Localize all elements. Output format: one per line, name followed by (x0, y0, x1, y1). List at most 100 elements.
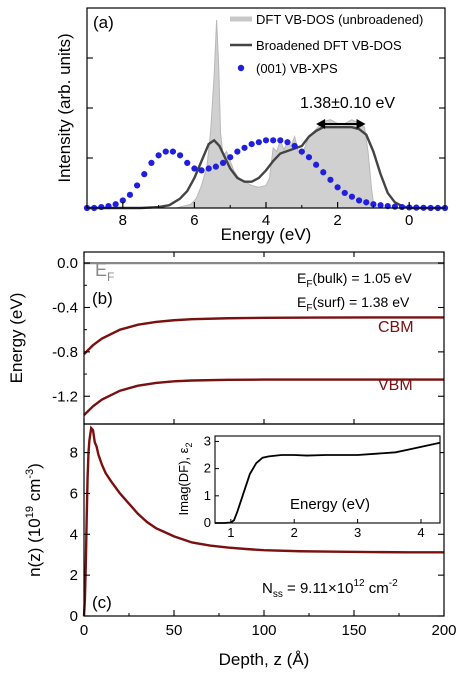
nss-eq: = 9.11×10 (283, 580, 354, 597)
ef-main: E (95, 260, 107, 280)
xps-point (155, 152, 162, 159)
xps-point (248, 140, 255, 148)
xps-point (398, 203, 406, 211)
nss-unit: cm (365, 580, 389, 597)
ylabel-c-sup2: -3 (24, 469, 36, 479)
panel-a-xlabel: Energy (eV) (221, 225, 312, 244)
series-unbroadened-area (87, 19, 445, 209)
b-ytick-label: -0.8 (52, 344, 78, 361)
inset-xtick-label: 3 (354, 525, 361, 540)
xps-point (205, 165, 212, 172)
vbm-line (83, 378, 444, 416)
inset-xlabel: Energy (eV) (290, 496, 370, 513)
panel-c-xlabel: Depth, z (Å) (219, 650, 310, 669)
xps-point (391, 203, 398, 210)
legend-label-broadened: Broadened DFT VB-DOS (256, 38, 402, 53)
ef-bulk-sub: F (306, 279, 312, 290)
xps-point (377, 202, 384, 209)
xps-point (98, 203, 105, 211)
inset-frame (214, 435, 441, 524)
panel-a-ylabel: Intensity (arb. units) (55, 33, 74, 182)
nss-sup2: -2 (389, 578, 398, 589)
inset-ylabel-sub: 2 (184, 443, 194, 448)
legend-label-unbroadened: DFT VB-DOS (unbroadened) (256, 12, 423, 27)
xps-point (119, 197, 126, 204)
gap-arrow-head-right (356, 119, 366, 129)
ef-surf-sub: F (306, 303, 312, 314)
xps-point (298, 148, 305, 155)
a-xtick-label: 4 (262, 212, 270, 229)
xps-point (313, 161, 320, 168)
xps-point (148, 159, 155, 166)
xps-point (370, 201, 377, 208)
b-ytick-label: -1.2 (52, 388, 78, 405)
xps-point (305, 154, 313, 161)
xps-point (141, 171, 148, 178)
c-xtick-label: 200 (431, 622, 456, 639)
a-xtick-label: 2 (333, 212, 341, 229)
c-xtick-label: 150 (341, 622, 366, 639)
panel-b-label: (b) (92, 289, 113, 308)
inset-ytick-label: 0 (204, 515, 211, 530)
xps-point (348, 193, 356, 200)
xps-point (198, 167, 205, 174)
xps-point (270, 137, 277, 144)
ef-surf-e: E (297, 294, 306, 310)
c-xtick-label: 50 (166, 622, 183, 639)
ef-surf-rest: (surf) = 1.38 eV (312, 294, 410, 310)
xps-point (327, 176, 334, 183)
ef-label: EF (95, 260, 114, 284)
legend-label-xps: (001) VB-XPS (256, 61, 338, 76)
vbm-label: VBM (378, 377, 413, 394)
panel-c-ylabel: n(z) (1019 cm-3) (24, 463, 44, 577)
c-ytick-label: 0 (70, 608, 78, 625)
c-ytick-label: 4 (70, 526, 78, 543)
gap-annotation: 1.38±0.10 eV (300, 95, 395, 112)
cbm-label: CBM (378, 319, 414, 336)
inset-xtick-label: 2 (291, 525, 298, 540)
gap-arrow (316, 119, 366, 129)
b-ytick-label: 0.0 (57, 255, 78, 272)
ef-surf-label: EF(surf) = 1.38 eV (297, 294, 410, 314)
panel-c-label: (c) (92, 593, 112, 612)
xps-point (219, 159, 227, 166)
xps-point (341, 189, 348, 197)
c-ytick-label: 2 (70, 567, 78, 584)
c-xtick-label: 0 (80, 622, 88, 639)
a-xtick-label: 6 (190, 212, 198, 229)
xps-point (191, 165, 198, 172)
inset-ytick-label: 1 (204, 488, 211, 503)
a-xtick-label: 0 (405, 212, 413, 229)
panel-a-legend: DFT VB-DOS (unbroadened) Broadened DFT V… (230, 12, 423, 76)
c-xtick-label: 100 (251, 622, 276, 639)
xps-point (255, 139, 262, 146)
xps-point (227, 154, 234, 161)
xps-point (184, 159, 191, 166)
inset-ylabel-main: Imag(DF), ε (176, 447, 191, 515)
c-ytick-label: 6 (70, 485, 78, 502)
xps-point (234, 148, 241, 155)
xps-point (262, 137, 270, 144)
xps-point (320, 169, 327, 176)
xps-point (334, 184, 341, 191)
ylabel-c-unit: cm (25, 479, 44, 506)
b-ytick-label: -0.4 (52, 299, 78, 316)
xps-point (212, 163, 219, 170)
xps-point (363, 199, 370, 206)
inset-xtick-label: 1 (227, 525, 234, 540)
ef-bulk-rest: (bulk) = 1.05 eV (312, 270, 412, 286)
a-xtick-label: 8 (119, 212, 127, 229)
inset-ytick-label: 3 (204, 433, 211, 448)
ylabel-c-close: ) (25, 463, 44, 469)
nss-sup: 12 (353, 578, 365, 589)
panel-a-label: (a) (93, 13, 114, 32)
nss-main: N (262, 580, 273, 597)
nss-sub: ss (273, 589, 283, 600)
ylabel-c-main: n(z) (10 (25, 518, 44, 577)
xps-point (291, 142, 298, 150)
xps-point (162, 148, 169, 155)
panel-a: (a) DFT VB-DOS (unbroadened) Broadened D… (55, 7, 449, 244)
